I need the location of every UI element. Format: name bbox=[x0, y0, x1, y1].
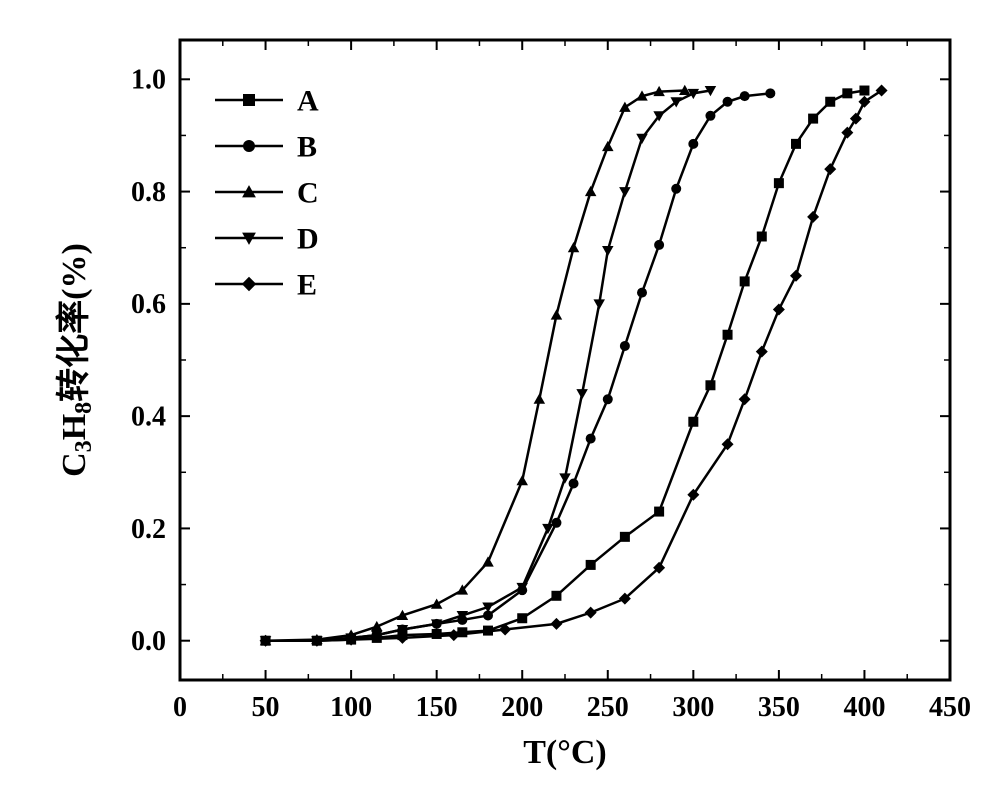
svg-text:350: 350 bbox=[758, 692, 800, 723]
svg-text:250: 250 bbox=[587, 692, 629, 723]
svg-text:450: 450 bbox=[929, 692, 971, 723]
chart-svg: 0 50 100 150 200 250 300 350 400 450 0.0 0.2 0.4 0.6 0… bbox=[0, 0, 1000, 800]
svg-text:50: 50 bbox=[252, 692, 280, 723]
svg-text:C: C bbox=[297, 177, 319, 210]
svg-text:0.0: 0.0 bbox=[131, 626, 166, 657]
svg-text:E: E bbox=[297, 269, 317, 302]
svg-text:B: B bbox=[297, 131, 317, 164]
svg-text:0.2: 0.2 bbox=[131, 514, 166, 545]
svg-text:A: A bbox=[297, 85, 319, 118]
chart-container: 0 50 100 150 200 250 300 350 400 450 0.0 0.2 0.4 0.6 0… bbox=[0, 0, 1000, 800]
svg-text:0.8: 0.8 bbox=[131, 177, 166, 208]
svg-text:150: 150 bbox=[416, 692, 458, 723]
svg-text:300: 300 bbox=[672, 692, 714, 723]
svg-text:0: 0 bbox=[173, 692, 187, 723]
svg-text:0.6: 0.6 bbox=[131, 289, 166, 320]
svg-text:0.4: 0.4 bbox=[131, 401, 166, 432]
svg-text:D: D bbox=[297, 223, 319, 256]
svg-text:T(°C): T(°C) bbox=[523, 734, 606, 771]
svg-text:1.0: 1.0 bbox=[131, 65, 166, 96]
svg-text:100: 100 bbox=[330, 692, 372, 723]
svg-text:200: 200 bbox=[501, 692, 543, 723]
svg-text:400: 400 bbox=[843, 692, 885, 723]
